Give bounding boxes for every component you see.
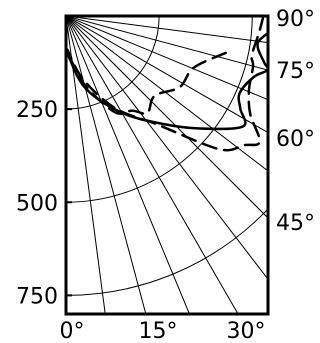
radial-tick-label: 250 [16, 98, 58, 123]
radial-tick-label: 750 [16, 284, 58, 309]
spoke-60 [66, 16, 239, 314]
series-curve-2 [66, 16, 265, 152]
spoke-22.5 [66, 16, 268, 101]
spoke-15 [66, 16, 268, 71]
angle-tick-label-right: 45° [276, 211, 315, 236]
spoke-30 [66, 16, 268, 134]
spoke-75 [66, 16, 147, 314]
angle-tick-label-right: 75° [276, 59, 315, 84]
plot-frame [64, 14, 270, 316]
range-arc-750 [66, 208, 268, 296]
series-curve-3 [66, 50, 227, 116]
spoke-45 [66, 16, 268, 219]
spoke-52.5 [66, 16, 268, 280]
tick-labels: 250 500 750 90° 75° 60° 45° 0° 15° 30° [16, 7, 315, 343]
plot-area [66, 16, 268, 152]
angle-tick-label-bottom: 30° [227, 319, 266, 343]
radial-tick-label: 500 [16, 191, 58, 216]
grid [66, 16, 268, 314]
spoke-37.5 [66, 16, 268, 172]
angle-tick-label-right: 90° [276, 7, 315, 32]
angle-tick-label-right: 60° [276, 127, 315, 152]
angle-tick-label-bottom: 15° [139, 319, 178, 343]
angle-tick-label-bottom: 0° [60, 319, 85, 343]
spoke-7.5 [66, 16, 268, 44]
spoke-67.5 [66, 16, 190, 314]
